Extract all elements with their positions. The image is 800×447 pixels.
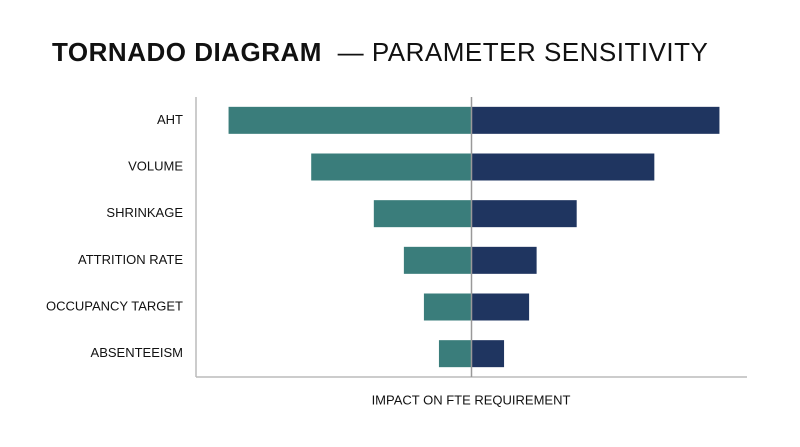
- title-sub: — PARAMETER SENSITIVITY: [338, 37, 709, 67]
- bar: [471, 293, 530, 321]
- bar: [373, 200, 472, 228]
- bar: [438, 340, 472, 368]
- category-label: AHT: [157, 112, 183, 127]
- bar: [471, 200, 577, 228]
- x-axis-label: IMPACT ON FTE REQUIREMENT: [372, 392, 571, 407]
- bar: [403, 246, 472, 274]
- category-label: VOLUME: [128, 158, 183, 173]
- title-main: TORNADO DIAGRAM: [52, 37, 322, 67]
- bar: [311, 153, 472, 181]
- category-label: ABSENTEEISM: [91, 345, 183, 360]
- bar: [471, 106, 720, 134]
- category-label: ATTRITION RATE: [78, 252, 183, 267]
- category-label: OCCUPANCY TARGET: [46, 298, 183, 313]
- chart-title: TORNADO DIAGRAM — PARAMETER SENSITIVITY: [52, 37, 708, 67]
- bar: [471, 340, 505, 368]
- category-label: SHRINKAGE: [106, 205, 183, 220]
- bar: [471, 153, 655, 181]
- bar: [471, 246, 537, 274]
- bar: [228, 106, 472, 134]
- bar: [423, 293, 472, 321]
